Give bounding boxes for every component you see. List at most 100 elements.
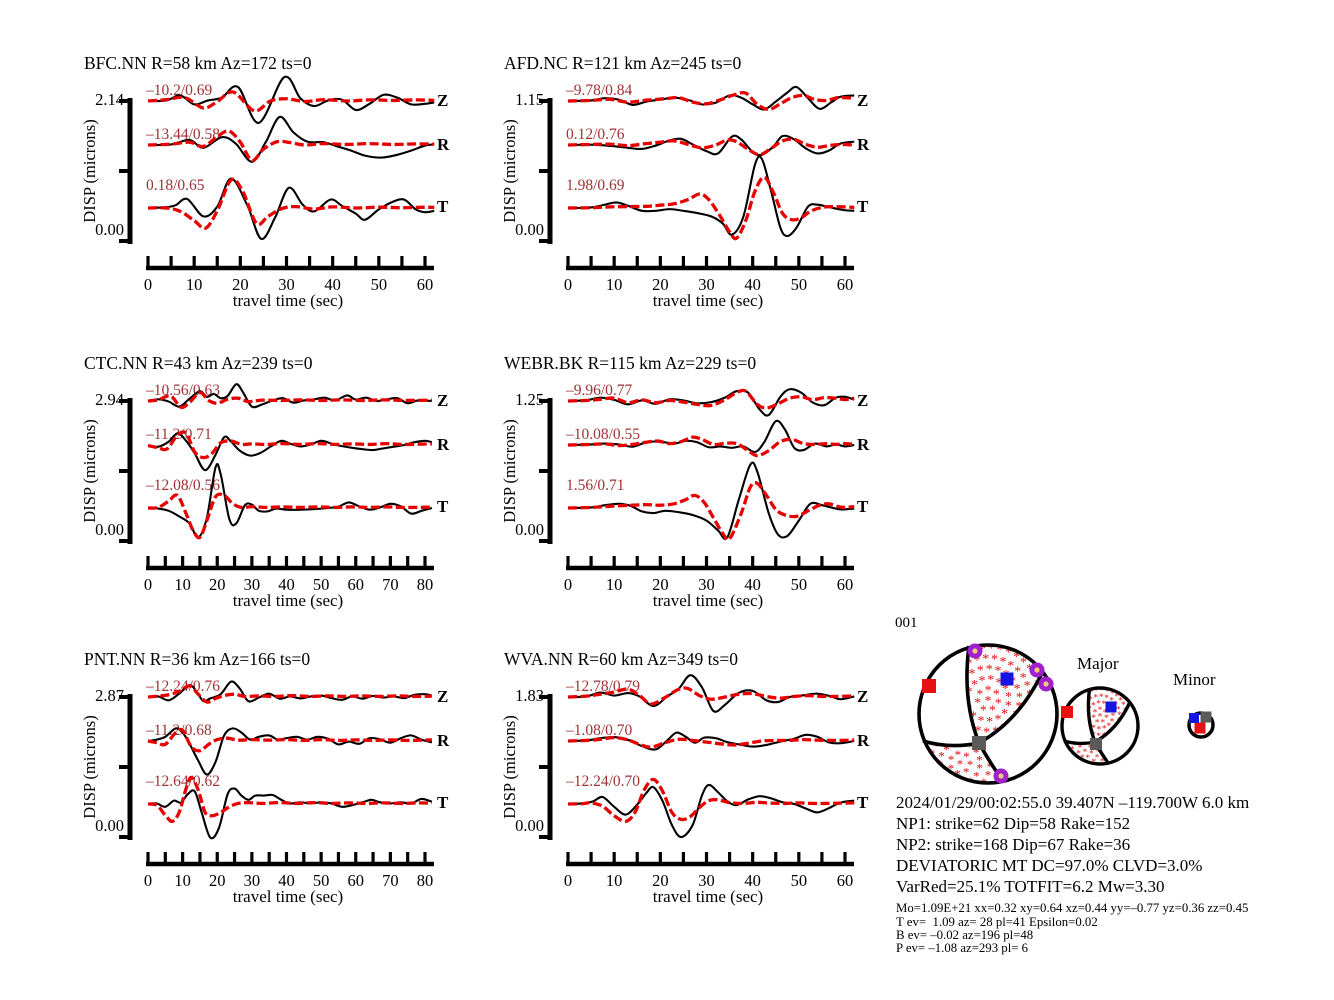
y-max-value: 2.14 <box>95 90 124 109</box>
svg-text:*: * <box>965 702 972 717</box>
svg-text:*: * <box>1118 697 1123 707</box>
x-axis-label: travel time (sec) <box>232 291 344 310</box>
svg-text:*: * <box>1087 720 1092 730</box>
svg-text:*: * <box>1097 761 1102 771</box>
svg-text:*: * <box>1085 715 1090 725</box>
svg-text:*: * <box>1040 724 1047 739</box>
svg-text:*: * <box>971 632 978 647</box>
fit-annotation-t: –12.08/0.56 <box>146 477 221 494</box>
svg-text:*: * <box>962 729 969 744</box>
svg-text:*: * <box>1106 737 1111 747</box>
svg-text:*: * <box>1034 678 1041 693</box>
svg-text:*: * <box>966 720 973 735</box>
svg-text:*: * <box>1109 743 1114 753</box>
svg-text:*: * <box>954 688 961 703</box>
svg-text:*: * <box>978 736 985 751</box>
svg-text:*: * <box>970 733 977 748</box>
component-label-z: Z <box>857 687 869 706</box>
y-min-value: 0.00 <box>95 220 124 239</box>
svg-text:*: * <box>989 631 996 646</box>
svg-text:*: * <box>1126 729 1131 739</box>
svg-text:*: * <box>1085 735 1090 745</box>
x-axis-label: travel time (sec) <box>652 591 764 610</box>
svg-text:*: * <box>966 685 973 700</box>
waveform-panel-bfc: BFC.NN R=58 km Az=172 ts=0 DISP (microns… <box>60 53 490 333</box>
fit-annotation-t: 1.56/0.71 <box>566 477 625 494</box>
svg-text:*: * <box>936 722 943 737</box>
svg-text:*: * <box>1065 754 1070 764</box>
svg-text:*: * <box>1046 708 1053 723</box>
svg-text:*: * <box>978 736 985 751</box>
component-label-t: T <box>437 497 449 516</box>
svg-text:*: * <box>920 741 927 756</box>
svg-text:*: * <box>1080 753 1085 763</box>
svg-text:*: * <box>1098 745 1103 755</box>
svg-text:*: * <box>1029 650 1036 665</box>
svg-text:*: * <box>967 757 974 772</box>
svg-text:*: * <box>1066 704 1071 714</box>
svg-text:*: * <box>954 766 961 781</box>
svg-text:*: * <box>1095 752 1100 762</box>
svg-text:*: * <box>1079 719 1084 729</box>
svg-text:*: * <box>1003 668 1010 683</box>
svg-text:*: * <box>1075 689 1080 699</box>
svg-text:*: * <box>1091 701 1096 711</box>
svg-text:*: * <box>1084 690 1089 700</box>
svg-text:*: * <box>1001 707 1008 722</box>
svg-text:*: * <box>1087 705 1092 715</box>
svg-text:*: * <box>1007 635 1014 650</box>
svg-text:*: * <box>1084 683 1089 693</box>
svg-text:*: * <box>959 737 966 752</box>
svg-text:*: * <box>1088 743 1093 753</box>
svg-text:*: * <box>1082 760 1087 770</box>
svg-text:*: * <box>943 692 950 707</box>
svg-text:*: * <box>1071 694 1076 704</box>
svg-text:*: * <box>929 746 936 761</box>
svg-text:*: * <box>1101 738 1106 748</box>
svg-text:*: * <box>1089 681 1094 691</box>
svg-text:*: * <box>959 777 966 792</box>
svg-text:*: * <box>1074 734 1079 744</box>
svg-text:*: * <box>970 709 977 724</box>
svg-text:*: * <box>996 748 1003 763</box>
panel-title: BFC.NN R=58 km Az=172 ts=0 <box>84 53 312 73</box>
component-label-r: R <box>857 135 870 154</box>
svg-text:*: * <box>1016 691 1023 706</box>
svg-text:*: * <box>995 664 1002 679</box>
svg-text:*: * <box>1098 735 1103 745</box>
svg-text:*: * <box>1119 727 1124 737</box>
svg-text:*: * <box>1110 683 1115 693</box>
panel-title: WVA.NN R=60 km Az=349 ts=0 <box>504 649 738 669</box>
svg-text:*: * <box>970 644 977 659</box>
svg-text:*: * <box>1080 703 1085 713</box>
component-label-r: R <box>857 435 870 454</box>
component-label-t: T <box>437 197 449 216</box>
svg-text:*: * <box>1086 753 1091 763</box>
svg-text:*: * <box>918 765 925 780</box>
svg-text:*: * <box>964 694 971 709</box>
svg-text:*: * <box>1069 734 1074 744</box>
svg-text:*: * <box>987 673 994 688</box>
svg-text:*: * <box>925 716 932 731</box>
waveform-panel-afd: AFD.NC R=121 km Az=245 ts=0 DISP (micron… <box>480 53 910 333</box>
svg-text:*: * <box>1103 708 1108 718</box>
svg-text:*: * <box>1094 687 1099 697</box>
svg-text:*: * <box>955 639 962 654</box>
svg-text:*: * <box>940 723 947 738</box>
svg-text:*: * <box>952 736 959 751</box>
svg-text:*: * <box>1072 755 1077 765</box>
svg-text:*: * <box>980 631 987 646</box>
svg-text:*: * <box>1096 747 1101 757</box>
svg-text:*: * <box>971 730 978 745</box>
svg-text:*: * <box>934 680 941 695</box>
svg-text:*: * <box>1084 699 1089 709</box>
svg-text:*: * <box>986 747 993 762</box>
y-min-value: 0.00 <box>95 520 124 539</box>
svg-text:*: * <box>986 663 993 678</box>
fit-annotation-z: –9.78/0.84 <box>566 82 633 99</box>
svg-text:*: * <box>1022 713 1029 728</box>
svg-text:*: * <box>1080 694 1085 704</box>
y-min-value: 0.00 <box>95 816 124 835</box>
svg-text:*: * <box>940 738 947 753</box>
